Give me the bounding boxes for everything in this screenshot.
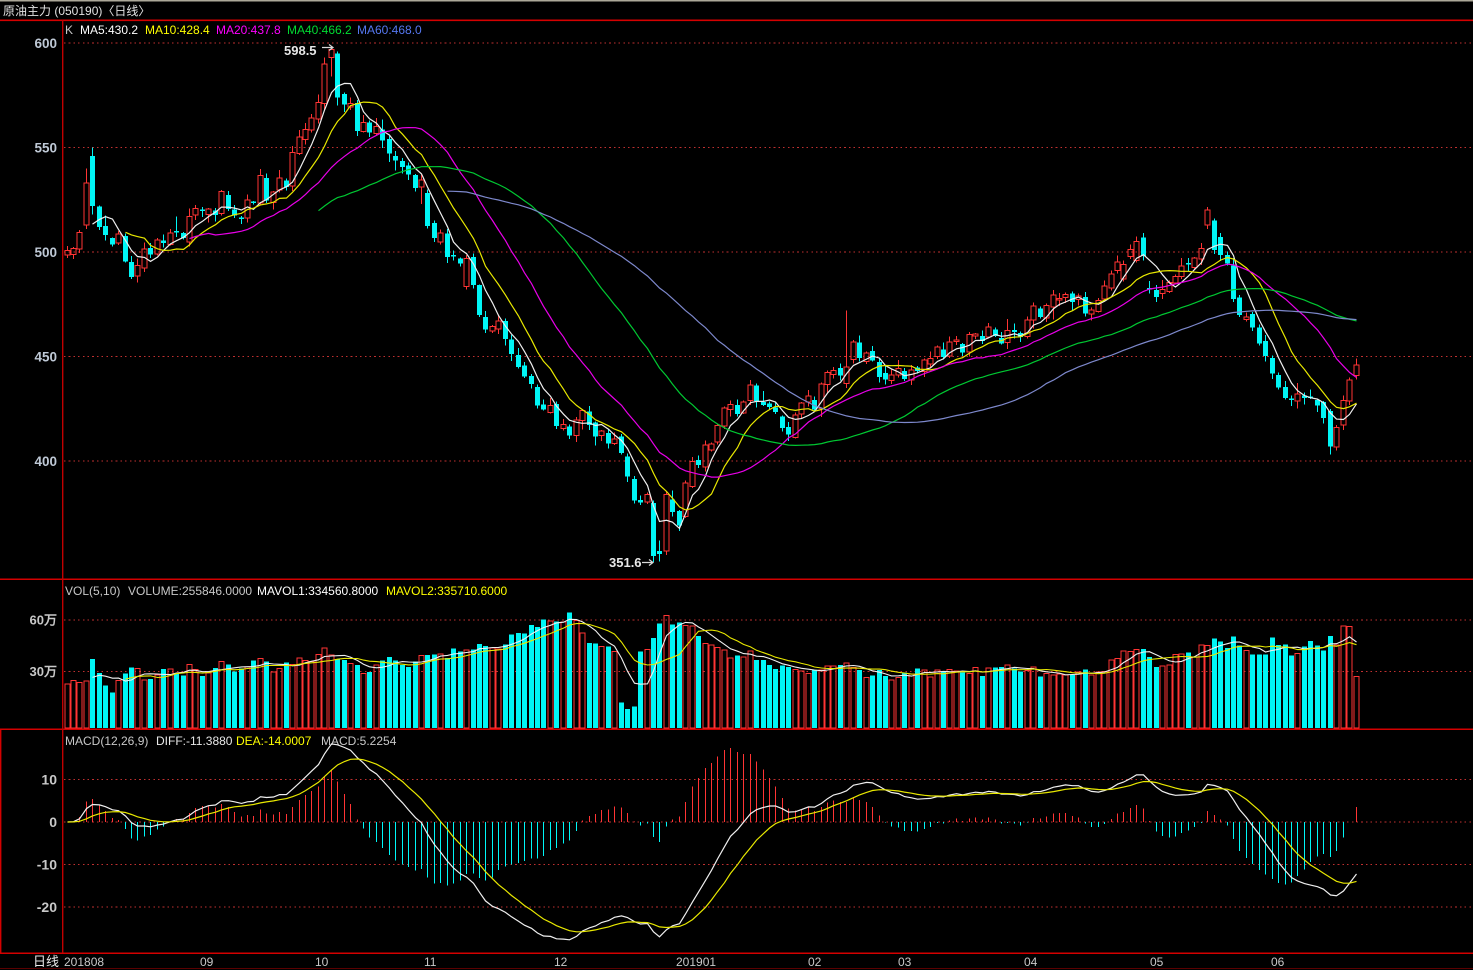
svg-text:0: 0: [49, 814, 57, 830]
svg-text:K: K: [65, 23, 73, 37]
svg-text:MA10:428.4: MA10:428.4: [145, 23, 210, 37]
svg-text:DEA:-14.0007: DEA:-14.0007: [236, 734, 312, 748]
svg-text:400: 400: [34, 454, 57, 469]
svg-text:05: 05: [1150, 955, 1164, 969]
svg-text:03: 03: [898, 955, 912, 969]
svg-text:MA20:437.8: MA20:437.8: [216, 23, 281, 37]
svg-text:201901: 201901: [676, 955, 716, 969]
svg-text:MA5:430.2: MA5:430.2: [80, 23, 138, 37]
svg-text:MA40:466.2: MA40:466.2: [287, 23, 352, 37]
svg-text:450: 450: [34, 350, 57, 365]
svg-text:MA60:468.0: MA60:468.0: [357, 23, 422, 37]
svg-text:-10: -10: [37, 857, 57, 873]
svg-text:60万: 60万: [30, 612, 57, 627]
svg-text:12: 12: [554, 955, 568, 969]
svg-text:VOL(5,10): VOL(5,10): [65, 584, 120, 598]
svg-text:600: 600: [34, 36, 57, 51]
svg-text:09: 09: [200, 955, 214, 969]
svg-text:06: 06: [1271, 955, 1285, 969]
svg-text:MAVOL1:334560.8000: MAVOL1:334560.8000: [257, 584, 379, 598]
svg-text:MACD:5.2254: MACD:5.2254: [321, 734, 397, 748]
svg-text:DIFF:-11.3880: DIFF:-11.3880: [156, 734, 233, 748]
svg-text:11: 11: [424, 955, 437, 969]
svg-text:MAVOL2:335710.6000: MAVOL2:335710.6000: [386, 584, 508, 598]
svg-text:550: 550: [34, 141, 57, 156]
svg-text:10: 10: [41, 772, 57, 788]
svg-text:原油主力 (050190)〈日线〉: 原油主力 (050190)〈日线〉: [3, 4, 150, 18]
svg-text:日线: 日线: [33, 954, 59, 969]
svg-text:30万: 30万: [30, 664, 57, 679]
svg-text:MACD(12,26,9): MACD(12,26,9): [65, 734, 148, 748]
svg-text:04: 04: [1024, 955, 1038, 969]
svg-text:500: 500: [34, 245, 57, 260]
svg-text:598.5: 598.5: [284, 43, 317, 58]
svg-text:VOLUME:255846.0000: VOLUME:255846.0000: [128, 584, 252, 598]
svg-text:10: 10: [315, 955, 329, 969]
svg-text:02: 02: [808, 955, 822, 969]
svg-text:201808: 201808: [64, 955, 104, 969]
svg-text:351.6: 351.6: [609, 555, 642, 570]
svg-text:-20: -20: [37, 899, 57, 915]
